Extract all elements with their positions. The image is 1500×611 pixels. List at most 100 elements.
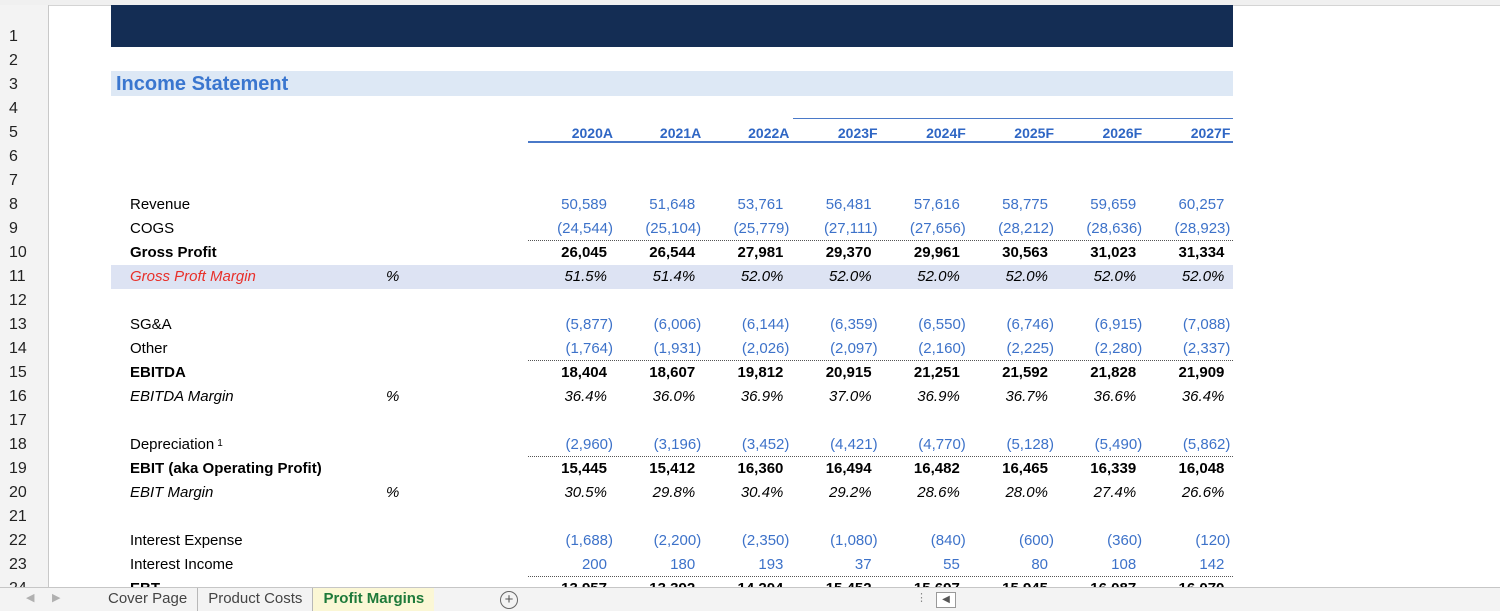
value-cell: 57,616 <box>913 196 960 213</box>
sheet-tab[interactable]: Product Costs <box>198 588 314 611</box>
value-cell: 36.4% <box>1181 388 1225 405</box>
value-cell: 30.5% <box>564 484 607 501</box>
year-header: 2024F <box>926 125 966 141</box>
value-cell: (600) <box>1018 532 1054 549</box>
row-label: Gross Profit <box>130 241 217 265</box>
value-cell: 52.0% <box>917 268 960 285</box>
value-cell: (2,337) <box>1182 340 1231 357</box>
row-number: 7 <box>9 172 18 189</box>
add-sheet-button[interactable]: + <box>500 591 518 609</box>
value-cell: (28,923) <box>1174 220 1231 237</box>
row-number: 2 <box>9 52 18 69</box>
value-cell: (6,144) <box>741 316 790 333</box>
sheet-title: Income Statement <box>116 73 289 95</box>
value-cell: (5,877) <box>565 316 613 333</box>
row-header: 123456789101112131415161718192021222324 <box>0 5 49 597</box>
value-cell: (28,636) <box>1086 220 1143 237</box>
value-cell: (2,960) <box>565 436 613 453</box>
value-cell: (120) <box>1195 532 1231 549</box>
value-cell: (1,764) <box>565 340 613 357</box>
value-cell: 31,334 <box>1178 244 1225 261</box>
value-cell: 20,915 <box>825 364 872 381</box>
row-number: 9 <box>9 220 18 237</box>
year-header: 2021A <box>659 125 702 141</box>
forecast-border <box>793 118 1233 119</box>
value-cell: (6,550) <box>918 316 966 333</box>
value-cell: (1,688) <box>565 532 613 549</box>
scroll-left[interactable]: ◀ <box>936 592 956 608</box>
value-cell: 30.4% <box>740 484 784 501</box>
value-cell: (6,006) <box>653 316 702 333</box>
sheet-tab[interactable]: Cover Page <box>98 588 199 611</box>
row-number: 13 <box>9 316 27 333</box>
value-cell: (2,097) <box>830 340 878 357</box>
row-label: Other <box>130 337 168 361</box>
value-cell: (2,350) <box>741 532 790 549</box>
label-text: COGS <box>130 220 175 237</box>
value-cell: 15,445 <box>561 460 607 477</box>
value-cell: (4,770) <box>918 436 966 453</box>
value-cell: (25,104) <box>645 220 702 237</box>
value-cell: 193 <box>758 556 784 573</box>
value-cell: (2,026) <box>741 340 790 357</box>
row-label: Interest Expense <box>130 529 243 553</box>
row-highlight <box>111 265 1233 289</box>
footnote-mark: 1 <box>217 438 223 449</box>
tab-nav-right[interactable]: ▶ <box>52 592 61 604</box>
year-header: 2022A <box>748 125 790 141</box>
year-header: 2020A <box>571 125 613 141</box>
row-number: 12 <box>9 292 27 309</box>
title-bar <box>111 71 1233 96</box>
value-cell: 16,360 <box>737 460 784 477</box>
value-cell: 21,592 <box>1002 364 1048 381</box>
year-header: 2023F <box>837 125 878 141</box>
value-cell: 16,482 <box>913 460 960 477</box>
value-cell: 29.8% <box>652 484 696 501</box>
value-cell: 36.9% <box>740 388 784 405</box>
row-label: Interest Income <box>130 553 233 577</box>
value-cell: 52.0% <box>1181 268 1225 285</box>
label-text: EBIT (aka Operating Profit) <box>130 460 322 477</box>
value-cell: 52.0% <box>1093 268 1137 285</box>
row-number: 5 <box>9 124 18 141</box>
unit: % <box>386 484 400 501</box>
value-cell: 31,023 <box>1090 244 1137 261</box>
value-cell: (28,212) <box>998 220 1054 237</box>
dotted-border <box>528 360 1233 361</box>
value-cell: 108 <box>1111 556 1137 573</box>
row-label: EBIT (aka Operating Profit) <box>130 457 322 481</box>
value-cell: (2,160) <box>918 340 966 357</box>
dotted-border <box>528 576 1233 577</box>
sheet-tab[interactable]: Profit Margins <box>313 588 435 611</box>
row-number: 17 <box>9 412 27 429</box>
value-cell: 29,961 <box>913 244 960 261</box>
value-cell: (5,862) <box>1182 436 1231 453</box>
row-number: 22 <box>9 532 27 549</box>
row-label: Gross Proft Margin <box>130 265 256 289</box>
value-cell: 19,812 <box>737 364 784 381</box>
row-number: 3 <box>9 76 18 93</box>
value-cell: 60,257 <box>1178 196 1225 213</box>
label-text: Interest Expense <box>130 532 243 549</box>
tab-nav-left[interactable]: ◀ <box>26 592 35 604</box>
unit: % <box>386 388 400 405</box>
label-text: EBIT Margin <box>130 484 214 501</box>
value-cell: 21,251 <box>913 364 960 381</box>
row-number: 23 <box>9 556 27 573</box>
value-cell: 36.6% <box>1093 388 1137 405</box>
unit: % <box>386 268 400 285</box>
value-cell: 58,775 <box>1002 196 1048 213</box>
value-cell: 27,981 <box>737 244 784 261</box>
value-cell: (5,128) <box>1006 436 1054 453</box>
value-cell: 56,481 <box>825 196 872 213</box>
splitter[interactable]: ⋮ <box>916 592 927 604</box>
value-cell: 15,412 <box>649 460 696 477</box>
row-label: Depreciation 1 <box>130 433 223 459</box>
value-cell: 21,909 <box>1178 364 1225 381</box>
value-cell: (2,225) <box>1006 340 1054 357</box>
label-text: Revenue <box>130 196 191 213</box>
value-cell: 53,761 <box>737 196 784 213</box>
value-cell: (2,200) <box>653 532 702 549</box>
value-cell: (25,779) <box>733 220 790 237</box>
row-number: 8 <box>9 196 18 213</box>
